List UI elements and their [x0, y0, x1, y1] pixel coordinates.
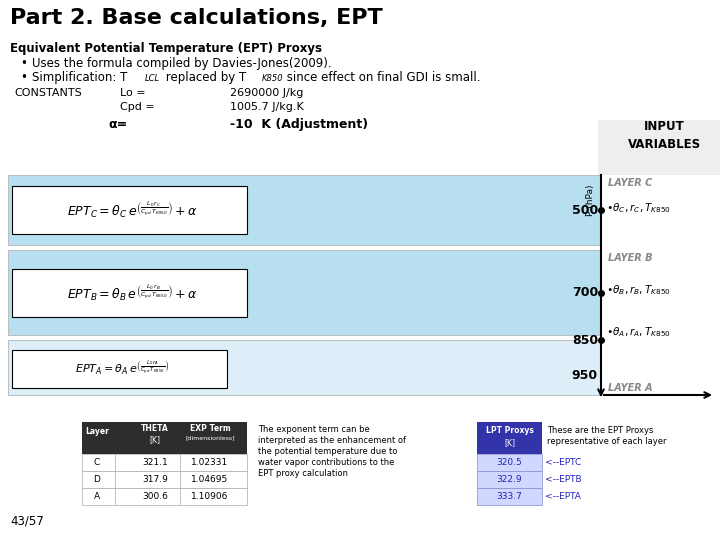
Text: C: C	[94, 458, 100, 467]
Text: 320.5: 320.5	[497, 458, 523, 467]
Text: INPUT
VARIABLES: INPUT VARIABLES	[627, 120, 701, 151]
Text: 1005.7 J/kg.K: 1005.7 J/kg.K	[230, 102, 304, 112]
FancyBboxPatch shape	[8, 250, 600, 335]
Text: Equivalent Potential Temperature (EPT) Proxys: Equivalent Potential Temperature (EPT) P…	[10, 42, 322, 55]
Text: representative of each layer: representative of each layer	[547, 437, 667, 446]
Text: α=: α=	[108, 118, 127, 131]
FancyBboxPatch shape	[477, 488, 542, 505]
Text: THETA: THETA	[141, 424, 169, 433]
Text: interpreted as the enhancement of: interpreted as the enhancement of	[258, 436, 406, 445]
Text: 333.7: 333.7	[497, 492, 523, 501]
Text: A: A	[94, 492, 100, 501]
Text: 950: 950	[572, 369, 598, 382]
Text: EXP Term: EXP Term	[189, 424, 230, 433]
Text: 300.6: 300.6	[142, 492, 168, 501]
Text: 321.1: 321.1	[142, 458, 168, 467]
Text: 700: 700	[572, 286, 598, 299]
Text: $EPT_A = \theta_A \, e^{\left(\frac{L_0\, r_A}{C_{pd}\, T_{K850}}\right)}$: $EPT_A = \theta_A \, e^{\left(\frac{L_0\…	[76, 359, 169, 377]
Text: 43/57: 43/57	[10, 515, 44, 528]
FancyBboxPatch shape	[82, 454, 247, 471]
FancyBboxPatch shape	[82, 471, 247, 488]
Text: Lo =: Lo =	[120, 88, 145, 98]
Text: 850: 850	[572, 334, 598, 347]
Text: The exponent term can be: The exponent term can be	[258, 425, 370, 434]
Text: Simplification: T: Simplification: T	[32, 71, 127, 84]
Text: CONSTANTS: CONSTANTS	[14, 88, 82, 98]
Text: $\bullet\theta_A, r_A, T_{K850}$: $\bullet\theta_A, r_A, T_{K850}$	[606, 325, 671, 339]
Text: Layer: Layer	[85, 427, 109, 436]
Text: <--EPTC: <--EPTC	[545, 458, 581, 467]
FancyBboxPatch shape	[598, 120, 720, 175]
FancyBboxPatch shape	[477, 454, 542, 471]
FancyBboxPatch shape	[12, 349, 227, 388]
FancyBboxPatch shape	[477, 471, 542, 488]
Text: 1.04695: 1.04695	[192, 475, 229, 484]
Text: <--EPTA: <--EPTA	[545, 492, 581, 501]
Text: Uses the formula compiled by Davies-Jones(2009).: Uses the formula compiled by Davies-Jone…	[32, 57, 332, 70]
Text: water vapor contributions to the: water vapor contributions to the	[258, 458, 395, 467]
FancyBboxPatch shape	[8, 340, 600, 395]
Text: <--EPTB: <--EPTB	[545, 475, 582, 484]
Text: [K]: [K]	[504, 438, 515, 447]
Text: K850: K850	[262, 74, 284, 83]
Text: $EPT_C = \theta_C \, e^{\left(\frac{L_0\, r_C}{C_{pd}\, T_{K850}}\right)} + \alp: $EPT_C = \theta_C \, e^{\left(\frac{L_0\…	[67, 200, 198, 220]
Text: LAYER B: LAYER B	[608, 253, 652, 263]
Text: Part 2. Base calculations, EPT: Part 2. Base calculations, EPT	[10, 8, 383, 28]
Text: 500: 500	[572, 204, 598, 217]
Text: These are the EPT Proxys: These are the EPT Proxys	[547, 426, 653, 435]
Text: the potential temperature due to: the potential temperature due to	[258, 447, 397, 456]
Text: Cpd =: Cpd =	[120, 102, 155, 112]
Text: •: •	[20, 57, 27, 70]
Text: $EPT_B = \theta_B \, e^{\left(\frac{L_0\, r_B}{C_{pd}\, T_{K850}}\right)} + \alp: $EPT_B = \theta_B \, e^{\left(\frac{L_0\…	[67, 282, 198, 302]
Text: LPT Proxys: LPT Proxys	[485, 426, 534, 435]
FancyBboxPatch shape	[477, 422, 542, 454]
Text: $\bullet\theta_C, r_C, T_{K850}$: $\bullet\theta_C, r_C, T_{K850}$	[606, 201, 671, 215]
Text: since effect on final GDI is small.: since effect on final GDI is small.	[283, 71, 480, 84]
Text: 322.9: 322.9	[497, 475, 522, 484]
Text: LAYER A: LAYER A	[608, 383, 652, 393]
Text: [dimensionless]: [dimensionless]	[185, 435, 235, 440]
Text: $\bullet\theta_B, r_B, T_{K850}$: $\bullet\theta_B, r_B, T_{K850}$	[606, 284, 671, 298]
Text: replaced by T: replaced by T	[162, 71, 246, 84]
FancyBboxPatch shape	[12, 268, 247, 316]
Text: LAYER C: LAYER C	[608, 178, 652, 188]
Text: -10  K (Adjustment): -10 K (Adjustment)	[230, 118, 368, 131]
Text: [K]: [K]	[150, 435, 161, 444]
FancyBboxPatch shape	[8, 175, 600, 245]
Text: P (hPa): P (hPa)	[587, 184, 595, 216]
Text: EPT proxy calculation: EPT proxy calculation	[258, 469, 348, 478]
Text: 1.10906: 1.10906	[192, 492, 229, 501]
Text: 317.9: 317.9	[142, 475, 168, 484]
Text: D: D	[94, 475, 100, 484]
Text: •: •	[20, 71, 27, 84]
FancyBboxPatch shape	[82, 422, 247, 454]
Text: 2690000 J/kg: 2690000 J/kg	[230, 88, 303, 98]
Text: LCL: LCL	[145, 74, 160, 83]
FancyBboxPatch shape	[82, 488, 247, 505]
Text: 1.02331: 1.02331	[192, 458, 229, 467]
FancyBboxPatch shape	[12, 186, 247, 234]
